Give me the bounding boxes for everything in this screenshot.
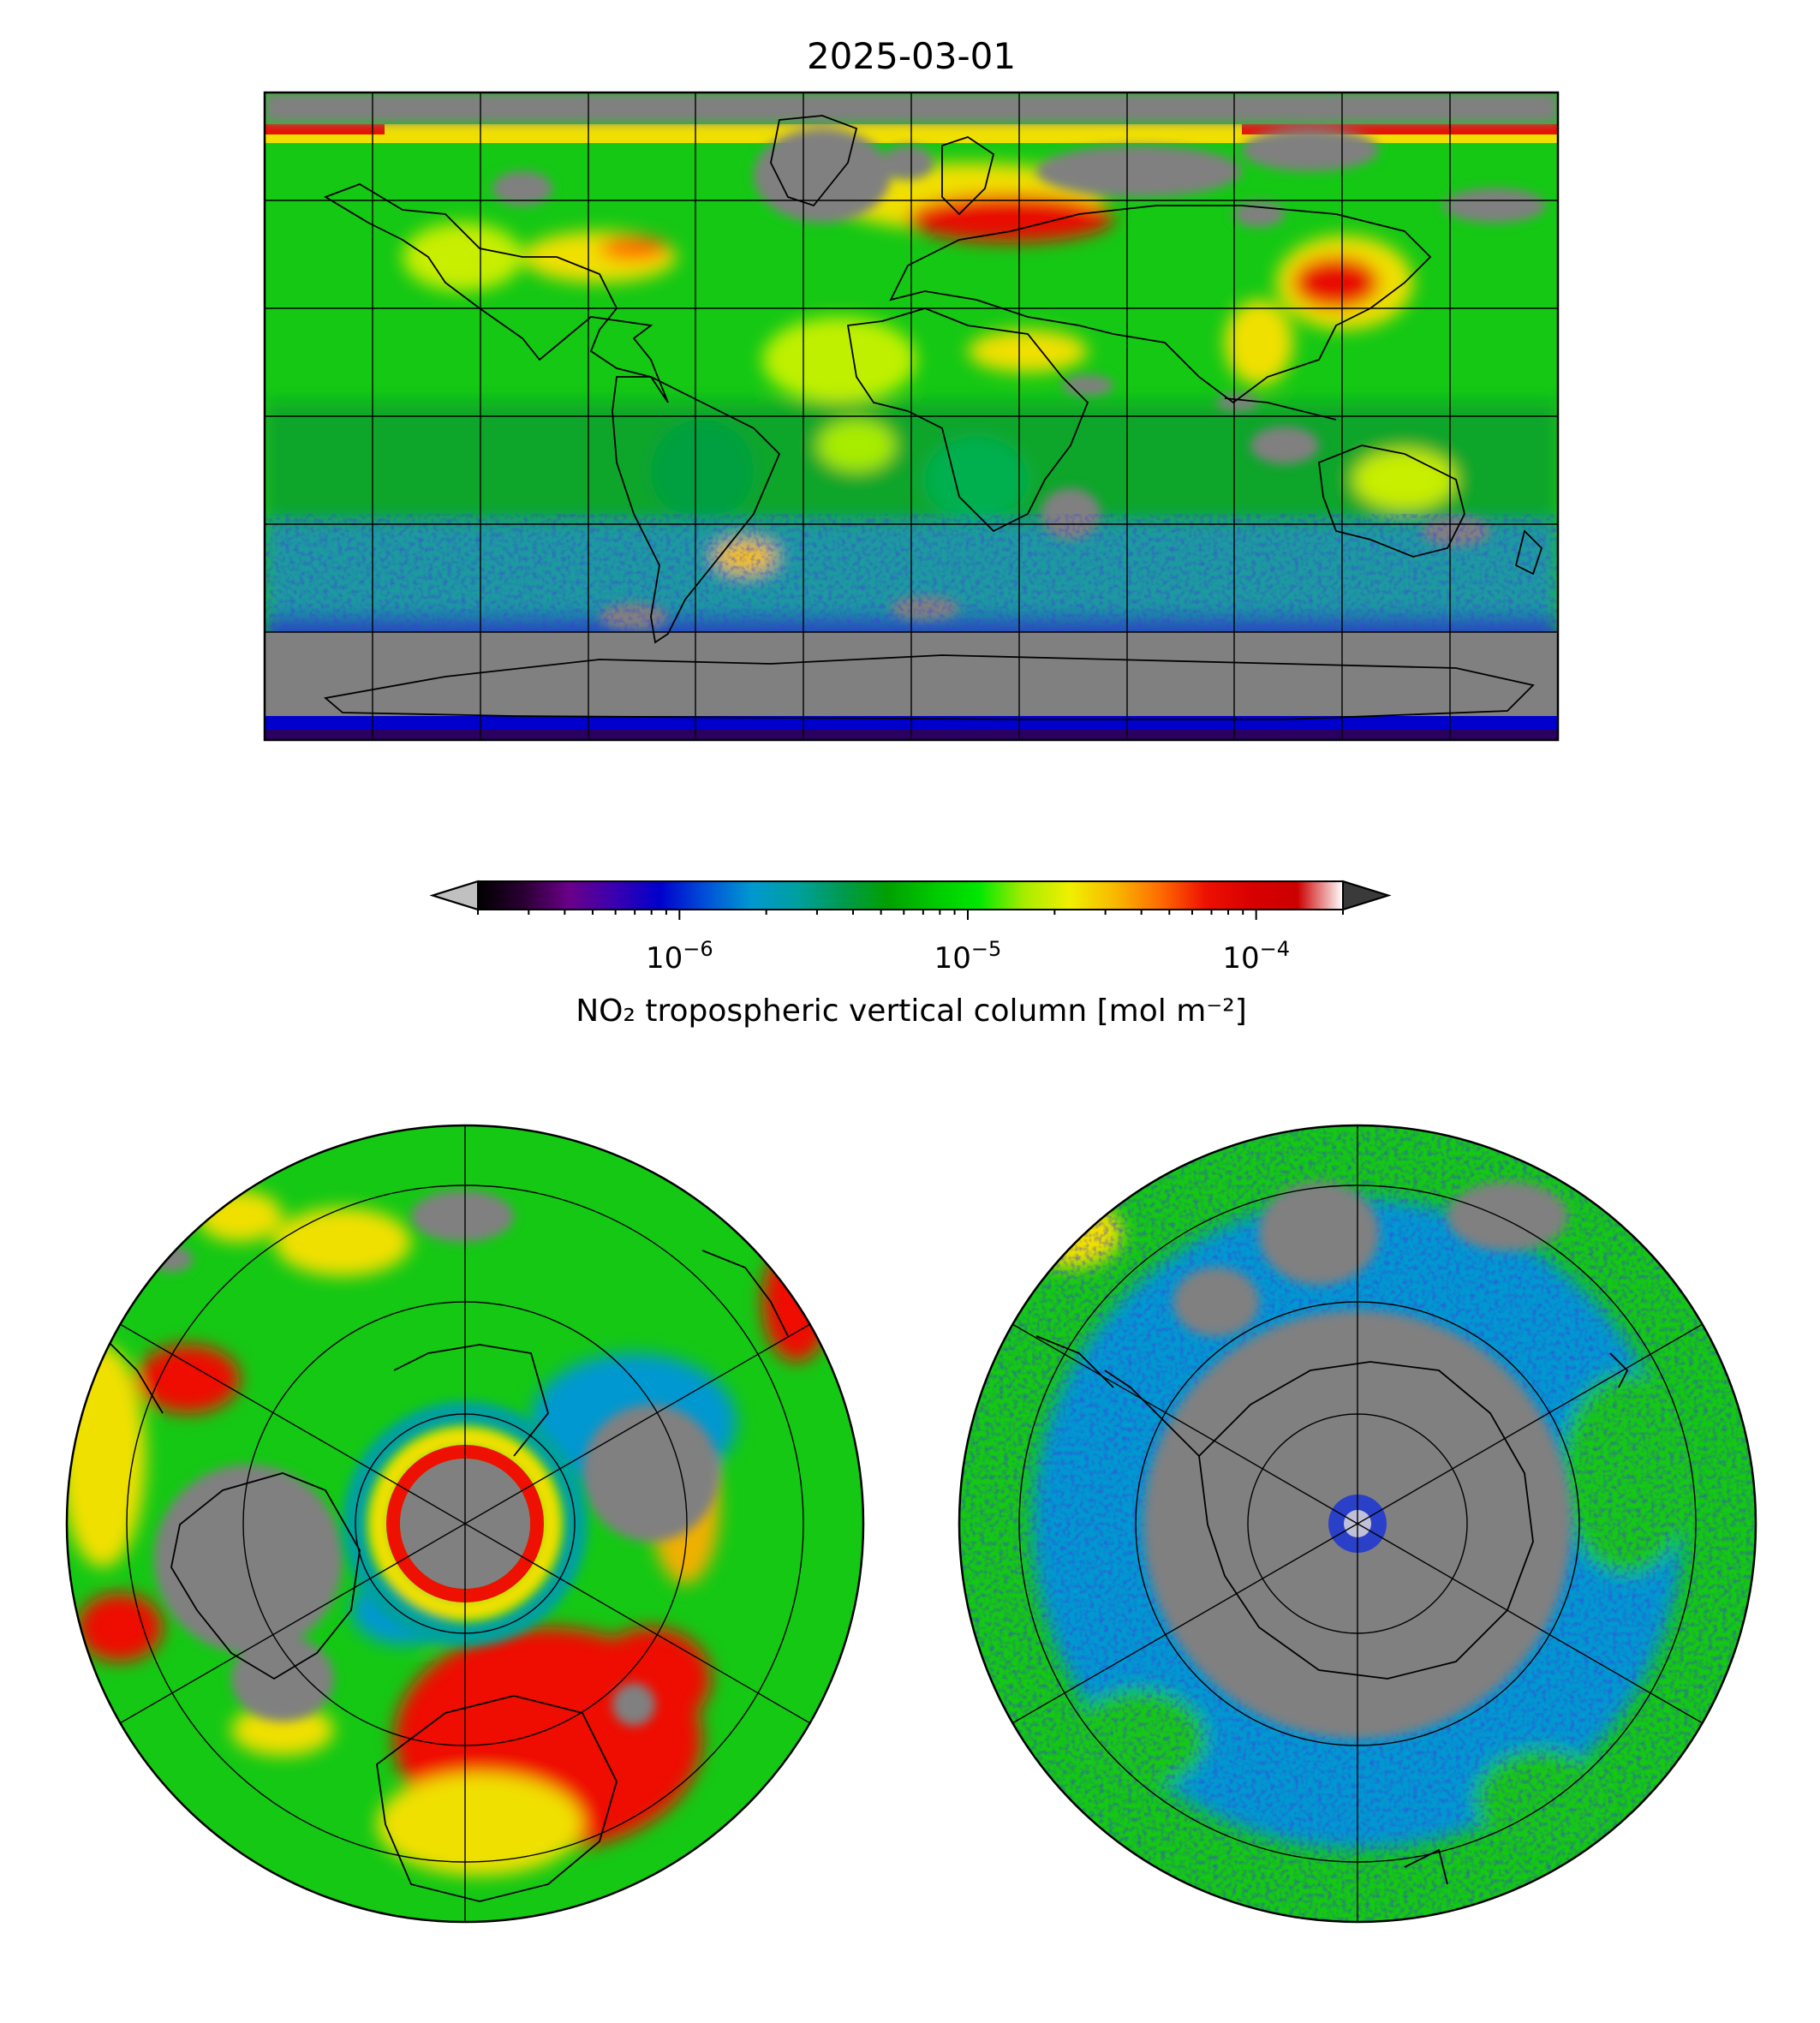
global-map-frame — [263, 91, 1560, 742]
colorbar-tick-labels: 10−6 10−5 10−4 — [646, 937, 1290, 976]
global-gridlines — [265, 92, 1558, 740]
colorbar-ticks — [477, 910, 1344, 920]
north-map-frame — [65, 1124, 865, 1924]
colorbar-tick-label: 10−4 — [1222, 937, 1290, 976]
north-coastlines — [102, 1250, 789, 1902]
south-polar-map — [959, 1125, 1756, 1922]
figure-title: 2025-03-01 — [807, 35, 1016, 77]
colorbar-tick-label: 10−6 — [646, 937, 713, 976]
colorbar: 10−6 10−5 10−4 NO₂ tropospheric vertical c… — [429, 880, 1392, 1029]
north-polar-map — [67, 1125, 863, 1922]
global-map — [265, 92, 1558, 740]
north-gridlines — [119, 1125, 811, 1922]
colorbar-under-arrow — [429, 880, 479, 911]
south-map-frame — [958, 1124, 1757, 1924]
colorbar-label: NO₂ tropospheric vertical column [mol m⁻… — [576, 994, 1247, 1029]
colorbar-body — [478, 881, 1343, 910]
colorbar-over-arrow — [1342, 880, 1392, 911]
colorbar-tick-label: 10−5 — [934, 937, 1002, 976]
global-coastlines — [323, 115, 1543, 720]
south-gridlines — [1011, 1125, 1704, 1922]
